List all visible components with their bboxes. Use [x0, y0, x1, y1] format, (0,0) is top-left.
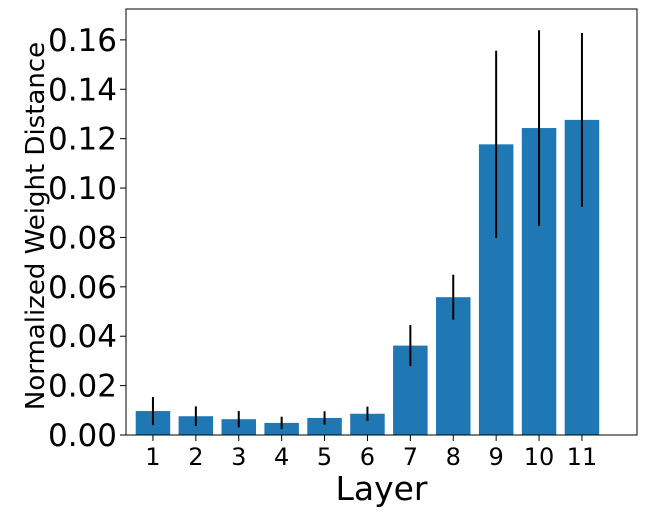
x-tick-label: 5	[317, 443, 332, 471]
x-tick-label: 2	[188, 443, 203, 471]
x-tick-label: 11	[567, 443, 598, 471]
x-tick-label: 3	[231, 443, 246, 471]
error-bars-group	[151, 30, 583, 430]
x-axis-label: Layer	[335, 469, 427, 508]
x-tick-label: 7	[403, 443, 418, 471]
y-tick-label: 0.04	[48, 319, 117, 355]
x-tick-label: 9	[489, 443, 504, 471]
x-tick-label: 1	[145, 443, 160, 471]
y-tick-label: 0.00	[48, 418, 117, 454]
y-tick-label: 0.14	[48, 72, 117, 108]
y-tick-label: 0.12	[48, 122, 117, 158]
x-tick-label: 10	[524, 443, 555, 471]
x-axis: 1 2 3 4 5 6 7 8 9 10 11	[145, 435, 597, 471]
bar-layer-6	[350, 413, 385, 435]
y-tick-label: 0.06	[48, 270, 117, 306]
bar-layer-5	[307, 417, 342, 435]
x-tick-label: 4	[274, 443, 289, 471]
y-axis: 0.00 0.02 0.04 0.06 0.08 0.10 0.12 0.14 0.16	[48, 23, 126, 454]
y-tick-label: 0.16	[48, 23, 117, 59]
bars-group	[135, 119, 600, 436]
y-tick-label: 0.10	[48, 171, 117, 207]
plot-frame	[125, 8, 638, 436]
bar-layer-8	[436, 297, 471, 435]
x-tick-label: 6	[360, 443, 375, 471]
y-tick-label: 0.08	[48, 220, 117, 256]
x-tick-label: 8	[446, 443, 461, 471]
y-tick-label: 0.02	[48, 369, 117, 405]
y-axis-label: Normalized Weight Distance	[21, 42, 51, 410]
